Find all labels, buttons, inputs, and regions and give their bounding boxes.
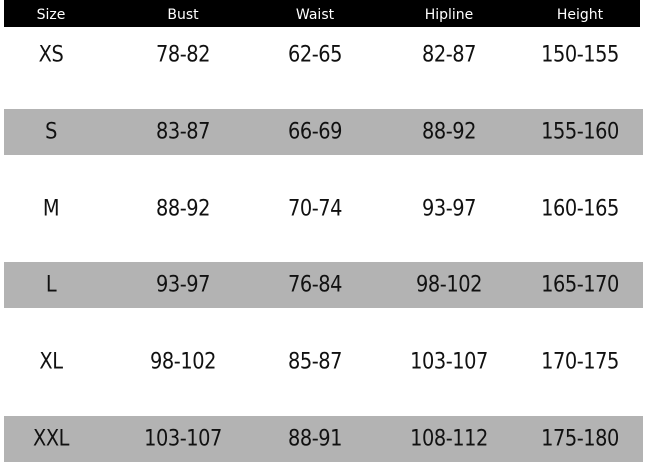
measure-cell: 103-107: [410, 349, 488, 375]
header-cell: Hipline: [424, 7, 474, 23]
measure-cell: 88-92: [421, 119, 477, 145]
measure-cell: 83-87: [155, 119, 211, 145]
header-cell: Height: [556, 7, 604, 23]
row-band: [4, 108, 643, 155]
measure-cell: 160-165: [541, 196, 619, 222]
measure-cell: 175-180: [541, 426, 619, 452]
measure-cell: 103-107: [144, 426, 222, 452]
header-cell: Waist: [295, 7, 335, 23]
measure-cell: 85-87: [287, 349, 343, 375]
measure-cell: 98-102: [150, 349, 216, 375]
measure-cell: 82-87: [421, 42, 477, 68]
row-band: [4, 416, 643, 462]
measure-cell: 98-102: [416, 272, 482, 298]
size-cell: L: [45, 272, 57, 298]
size-cell: XL: [39, 349, 63, 375]
measure-cell: 88-92: [155, 196, 211, 222]
header-cell: Bust: [167, 7, 199, 23]
size-cell: XS: [38, 42, 64, 68]
measure-cell: 150-155: [541, 42, 619, 68]
header-bar: [4, 0, 640, 27]
row-band: [4, 262, 643, 309]
size-cell: XXL: [33, 426, 69, 452]
header-cell: Size: [36, 7, 66, 23]
measure-cell: 62-65: [287, 42, 343, 68]
measure-cell: 108-112: [410, 426, 488, 452]
measure-cell: 66-69: [287, 119, 343, 145]
measure-cell: 170-175: [541, 349, 619, 375]
measure-cell: 155-160: [541, 119, 619, 145]
measure-cell: 76-84: [287, 272, 343, 298]
measure-cell: 88-91: [287, 426, 343, 452]
size-cell: S: [45, 119, 57, 145]
measure-cell: 78-82: [155, 42, 211, 68]
measure-cell: 70-74: [287, 196, 343, 222]
size-cell: M: [42, 196, 60, 222]
measure-cell: 93-97: [421, 196, 477, 222]
measure-cell: 165-170: [541, 272, 619, 298]
measure-cell: 93-97: [155, 272, 211, 298]
